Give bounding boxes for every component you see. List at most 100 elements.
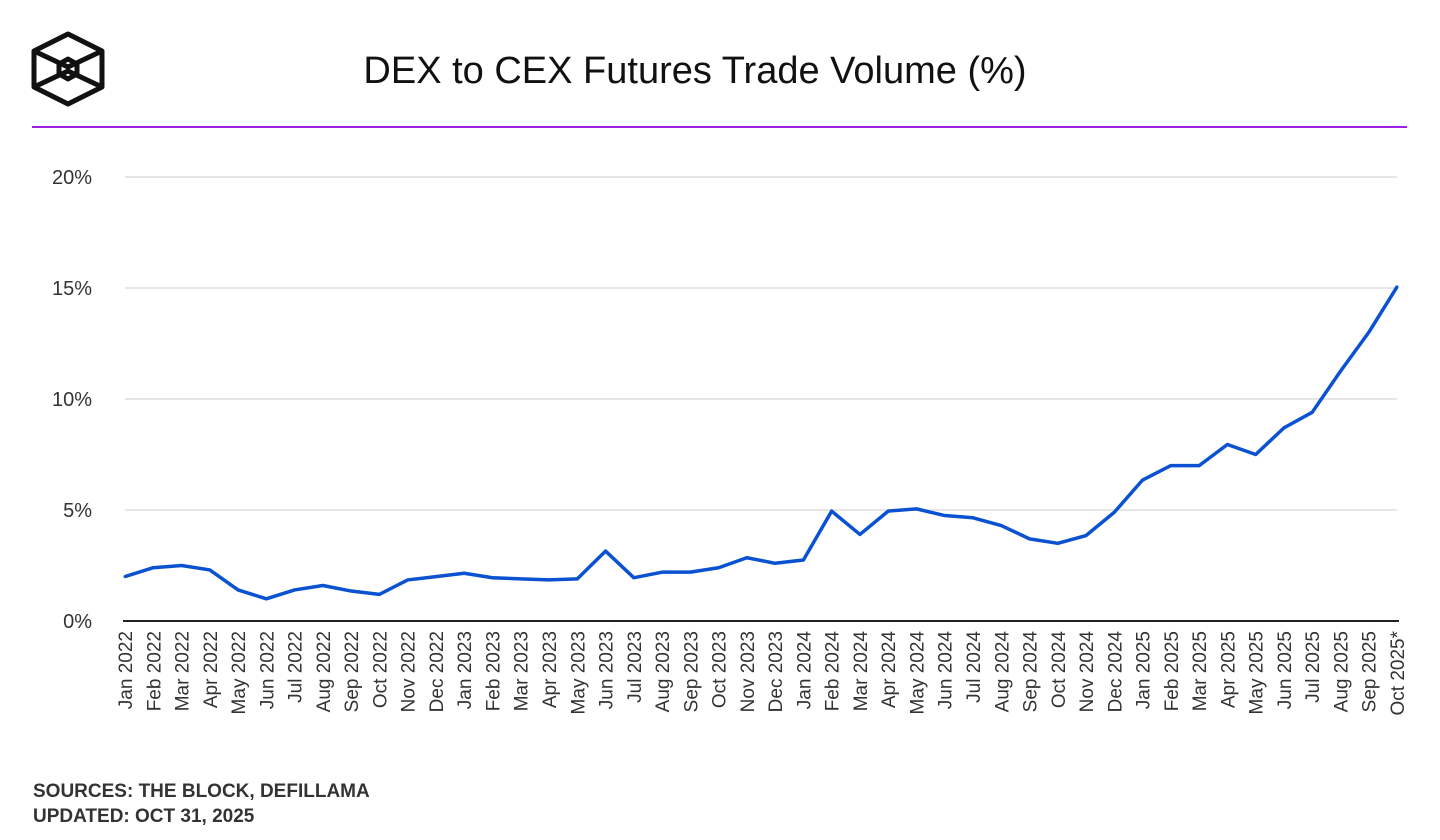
data-point (264, 597, 268, 601)
data-point (801, 558, 805, 562)
y-tick-label: 15% (52, 278, 92, 300)
data-point (349, 589, 353, 593)
x-tick-label: Sep 2022 (342, 631, 363, 712)
x-tick-label: Sep 2025 (1360, 631, 1381, 712)
data-point (1310, 410, 1314, 414)
x-tick-label: Mar 2023 (512, 631, 533, 711)
data-point (1112, 510, 1116, 514)
data-point (688, 570, 692, 574)
the-block-logo (31, 31, 105, 107)
data-point (717, 566, 721, 570)
x-tick-label: Sep 2023 (681, 631, 702, 712)
x-tick-label: Jul 2023 (625, 631, 646, 703)
x-tick-label: Dec 2022 (427, 631, 448, 712)
data-point (236, 588, 240, 592)
data-point (773, 561, 777, 565)
data-point (377, 592, 381, 596)
x-tick-label: Aug 2022 (314, 631, 335, 712)
data-point (830, 509, 834, 513)
data-point (886, 509, 890, 513)
y-tick-label: 5% (63, 500, 92, 522)
header-divider (32, 126, 1407, 128)
data-point (1367, 330, 1371, 334)
x-tick-label: May 2022 (229, 631, 250, 714)
x-tick-label: Jun 2023 (597, 631, 618, 709)
series-line (124, 285, 1399, 601)
x-tick-label: Nov 2023 (738, 631, 759, 712)
data-point (1084, 534, 1088, 538)
y-tick-label: 10% (52, 389, 92, 411)
data-point (208, 568, 212, 572)
x-tick-label: Jun 2022 (257, 631, 278, 709)
x-tick-label: Jan 2022 (116, 631, 137, 709)
x-tick-label: Jul 2025 (1303, 631, 1324, 703)
data-point (632, 576, 636, 580)
data-point (1056, 541, 1060, 545)
data-point (462, 571, 466, 575)
data-point (1338, 369, 1342, 373)
data-point (1395, 285, 1399, 289)
y-tick-label: 20% (52, 167, 92, 189)
line-chart: 0% 5% 10% 15% 20% Jan 2022 Feb 2022 Mar 2022 Apr… (52, 167, 1409, 716)
x-tick-label: Oct 2025* (1388, 630, 1409, 715)
x-tick-label: May 2024 (907, 631, 928, 715)
x-tick-label: Feb 2022 (144, 631, 165, 711)
x-tick-label: Mar 2024 (851, 631, 872, 712)
x-tick-label: Mar 2022 (173, 631, 194, 711)
x-tick-label: Sep 2024 (1021, 631, 1042, 713)
x-tick-label: Jan 2025 (1134, 631, 1155, 709)
x-tick-label: Oct 2022 (370, 631, 391, 708)
data-point (1169, 464, 1173, 468)
x-tick-label: Dec 2024 (1105, 631, 1126, 713)
x-tick-label: Jan 2023 (455, 631, 476, 709)
data-point (1197, 464, 1201, 468)
data-point (1282, 426, 1286, 430)
x-tick-label: Apr 2022 (201, 631, 222, 708)
data-point (321, 583, 325, 587)
data-point (1225, 443, 1229, 447)
x-tick-label: Jul 2022 (286, 631, 307, 703)
x-tick-label: Nov 2022 (399, 631, 420, 712)
data-point (1141, 478, 1145, 482)
x-tick-label: May 2025 (1247, 631, 1268, 714)
data-point (293, 588, 297, 592)
x-tick-label: Jul 2024 (964, 631, 985, 703)
data-point (943, 514, 947, 518)
data-point (575, 577, 579, 581)
data-point (1028, 537, 1032, 541)
x-tick-label: Feb 2023 (483, 631, 504, 711)
data-point (490, 576, 494, 580)
chart-title: DEX to CEX Futures Trade Volume (%) (363, 50, 1027, 92)
x-tick-label: Apr 2023 (540, 631, 561, 708)
x-tick-label: Aug 2024 (992, 631, 1013, 713)
data-point (971, 516, 975, 520)
x-tick-label: Jun 2025 (1275, 631, 1296, 709)
x-tick-label: Apr 2025 (1218, 631, 1239, 708)
x-tick-label: May 2023 (568, 631, 589, 714)
x-tick-label: Jun 2024 (936, 631, 957, 710)
data-point (434, 575, 438, 579)
x-tick-label: Oct 2023 (710, 631, 731, 708)
data-point (1254, 453, 1258, 456)
updated-note: UPDATED: OCT 31, 2025 (33, 806, 255, 827)
data-point (547, 578, 551, 582)
data-point (180, 564, 184, 567)
data-point (999, 524, 1003, 528)
x-tick-label: Nov 2024 (1077, 631, 1098, 713)
x-tick-label: Apr 2024 (879, 631, 900, 709)
x-tick-label: Mar 2025 (1190, 631, 1211, 711)
x-tick-label: Feb 2025 (1162, 631, 1183, 711)
data-point (123, 575, 127, 579)
x-tick-label: Jan 2024 (794, 631, 815, 710)
data-point (406, 578, 410, 582)
x-tick-label: Aug 2025 (1331, 631, 1352, 712)
data-point (151, 566, 155, 570)
x-tick-label: Feb 2024 (823, 631, 844, 712)
sources-note: SOURCES: THE BLOCK, DEFILLAMA (33, 781, 370, 802)
data-point (604, 549, 608, 553)
data-point (519, 577, 523, 581)
data-point (745, 556, 749, 560)
x-tick-label: Aug 2023 (653, 631, 674, 712)
x-tick-label: Dec 2023 (766, 631, 787, 712)
data-point (914, 507, 918, 511)
